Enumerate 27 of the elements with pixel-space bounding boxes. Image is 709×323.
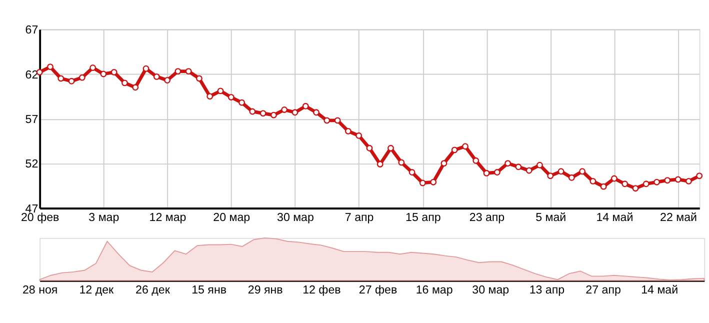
- x-tick-label: 12 дек: [79, 284, 115, 296]
- x-tick-label: 30 мар: [472, 284, 510, 296]
- x-tick-label: 23 апр: [469, 212, 505, 224]
- x-tick-label: 27 апр: [586, 284, 621, 296]
- x-tick-label: 27 фев: [358, 284, 398, 296]
- x-tick-label: 12 фев: [302, 284, 341, 296]
- x-tick-label: 5 май: [536, 212, 566, 224]
- x-tick-label: 14 май: [596, 212, 634, 224]
- x-tick-label: 15 янв: [192, 284, 227, 296]
- x-tick-label: 16 мар: [416, 284, 453, 296]
- x-tick-label: 14 май: [641, 284, 678, 296]
- x-tick-label: 20 мар: [213, 212, 250, 224]
- x-tick-label: 30 мар: [277, 212, 314, 224]
- y-tick-label: 57: [25, 114, 38, 126]
- x-tick-label: 20 фев: [20, 212, 60, 224]
- x-tick-label: 7 апр: [344, 212, 374, 224]
- x-tick-label: 22 май: [660, 212, 698, 224]
- x-tick-label: 15 апр: [406, 212, 441, 224]
- y-tick-label: 62: [25, 69, 38, 82]
- x-tick-label: 13 апр: [529, 284, 565, 296]
- y-tick-label: 67: [25, 24, 38, 37]
- x-tick-label: 28 ноя: [22, 284, 58, 296]
- x-tick-label: 26 дек: [136, 284, 171, 296]
- y-tick-label: 52: [25, 158, 38, 171]
- x-tick-label: 12 мар: [149, 212, 186, 224]
- x-tick-label: 29 янв: [248, 284, 283, 296]
- x-tick-label: 3 мар: [88, 212, 120, 224]
